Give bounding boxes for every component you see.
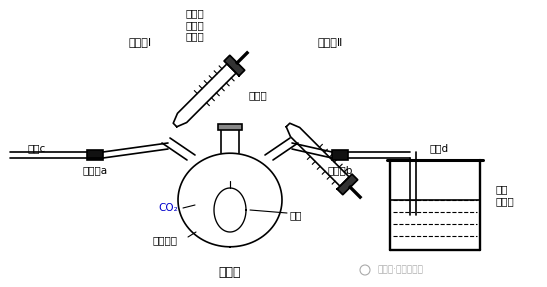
Bar [218, 124, 242, 130]
Text: 稀盐酸: 稀盐酸 [249, 90, 267, 100]
Text: 气球: 气球 [290, 210, 302, 220]
Text: 导管d: 导管d [430, 143, 449, 153]
Text: 澄清
石灰水: 澄清 石灰水 [495, 184, 514, 206]
Polygon shape [224, 55, 245, 76]
Bar [332, 150, 348, 160]
Text: 止水夹b: 止水夹b [327, 165, 353, 175]
Text: 三口烧瓶: 三口烧瓶 [153, 235, 177, 245]
Text: 注射器Ⅱ: 注射器Ⅱ [317, 37, 342, 47]
Polygon shape [337, 174, 358, 195]
Text: 氢氧化
钠的乙
醇溶液: 氢氧化 钠的乙 醇溶液 [185, 8, 205, 42]
Text: 导管c: 导管c [28, 143, 46, 153]
Text: 注射器Ⅰ: 注射器Ⅰ [129, 37, 152, 47]
Text: 公众号·文学与化学: 公众号·文学与化学 [377, 265, 423, 274]
Text: CO₂: CO₂ [158, 203, 178, 213]
Text: 止水夹a: 止水夹a [83, 165, 108, 175]
Text: 实验三: 实验三 [219, 265, 241, 278]
Bar [87, 150, 103, 160]
